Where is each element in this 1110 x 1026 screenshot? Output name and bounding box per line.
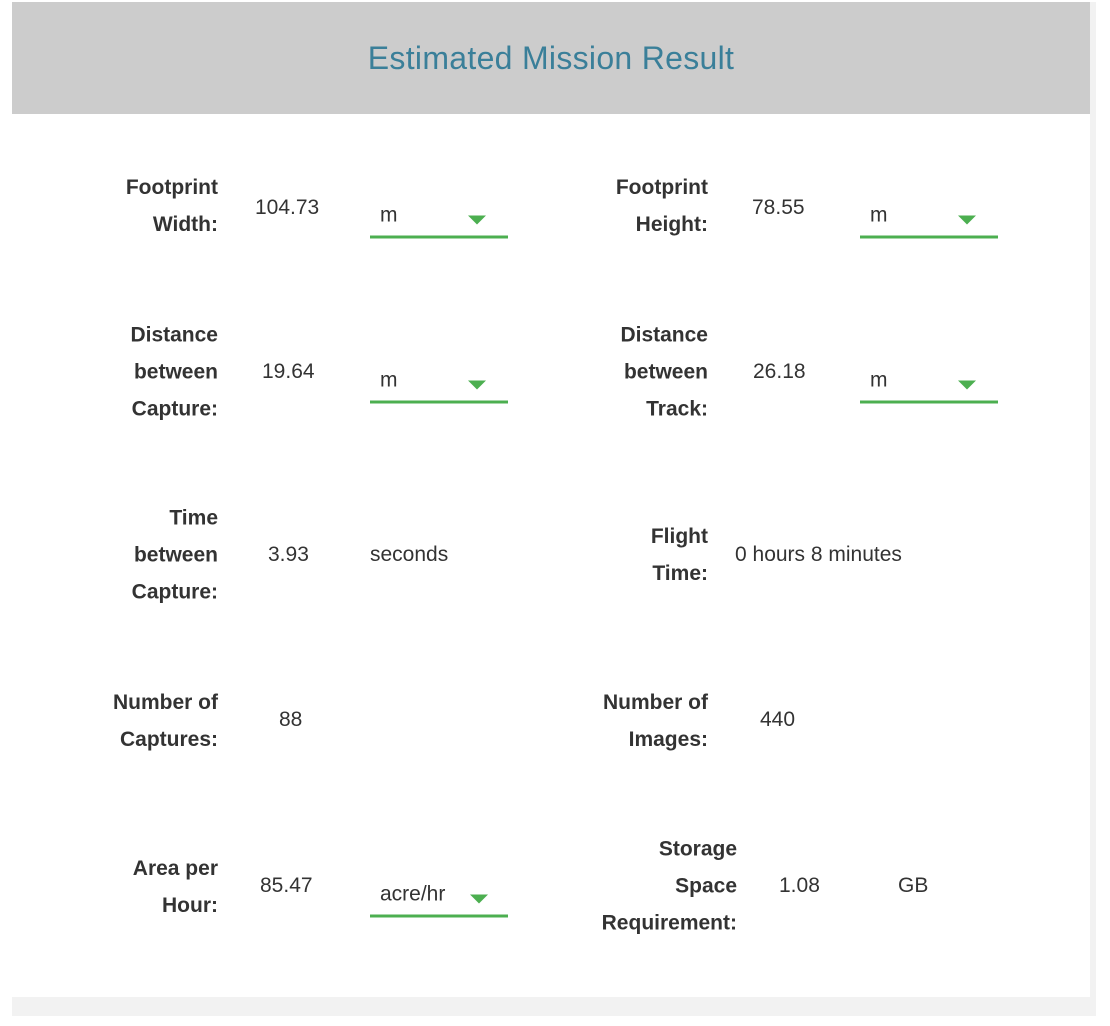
chevron-down-icon <box>470 894 488 904</box>
footprint-width-label: Footprint Width: <box>125 176 218 236</box>
flight-time-label: Flight Time: <box>650 525 708 585</box>
distance-capture-value: 19.64 <box>262 360 315 383</box>
chevron-down-icon <box>958 215 976 225</box>
mission-result-panel: Estimated Mission Result <box>12 2 1096 997</box>
num-captures-label: Number of Captures: <box>113 691 218 751</box>
num-captures-value: 88 <box>279 708 303 731</box>
footprint-height-value: 78.55 <box>752 196 805 219</box>
footprint-height-unit-select[interactable]: m <box>860 200 998 239</box>
storage-unit: GB <box>898 874 929 897</box>
chevron-down-icon <box>468 380 486 390</box>
area-per-hour-unit-select[interactable]: acre/hr <box>370 879 508 918</box>
area-per-hour-label: Area per Hour: <box>132 857 218 917</box>
distance-track-label: Distance between Track: <box>620 323 708 421</box>
footprint-width-value: 104.73 <box>255 196 320 219</box>
distance-track-unit: m <box>870 368 888 392</box>
chevron-down-icon <box>468 215 486 225</box>
panel-title: Estimated Mission Result <box>367 39 735 76</box>
footprint-width-unit: m <box>380 203 398 227</box>
footprint-width-unit-select[interactable]: m <box>370 200 508 239</box>
flight-time-value: 0 hours 8 minutes <box>735 543 902 566</box>
distance-track-unit-select[interactable]: m <box>860 365 998 404</box>
num-images-label: Number of Images: <box>603 691 708 751</box>
panel-header: Estimated Mission Result <box>12 2 1090 114</box>
time-capture-label: Time between Capture: <box>131 506 218 604</box>
storage-label: Storage Space Requirement: <box>601 837 737 935</box>
distance-capture-unit-select[interactable]: m <box>370 365 508 404</box>
area-per-hour-unit: acre/hr <box>380 882 446 906</box>
time-capture-value: 3.93 <box>268 543 309 566</box>
time-capture-unit: seconds <box>370 543 449 566</box>
distance-capture-label: Distance between Capture: <box>130 323 218 421</box>
storage-value: 1.08 <box>779 874 820 897</box>
distance-track-value: 26.18 <box>753 360 806 383</box>
footer-divider <box>12 997 1096 1016</box>
footprint-height-label: Footprint Height: <box>615 176 708 236</box>
chevron-down-icon <box>958 380 976 390</box>
area-per-hour-value: 85.47 <box>260 874 313 897</box>
num-images-value: 440 <box>760 708 796 731</box>
distance-capture-unit: m <box>380 368 398 392</box>
footprint-height-unit: m <box>870 203 888 227</box>
